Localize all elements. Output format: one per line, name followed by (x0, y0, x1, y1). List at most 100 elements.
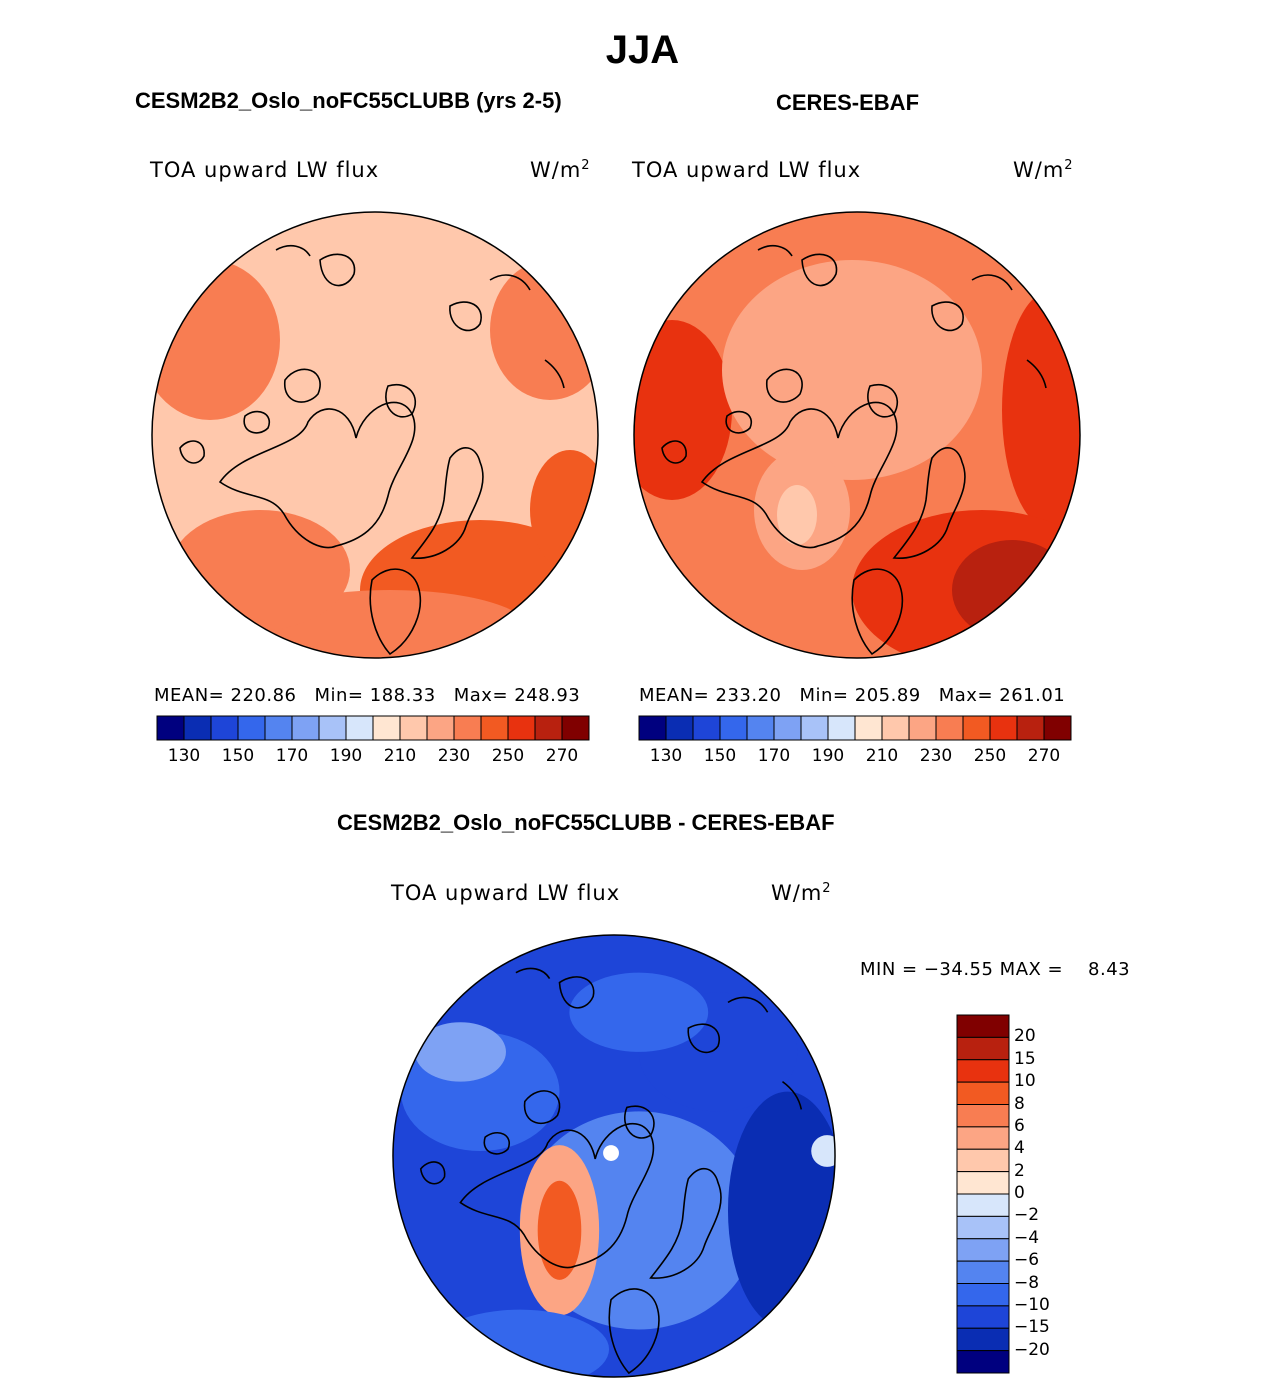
map3-region (414, 1022, 506, 1082)
colorbar-tick-label: −10 (1014, 1294, 1050, 1315)
colorbar-swatch (956, 1283, 1010, 1307)
colorbar-swatch (638, 715, 667, 741)
panel1-variable: TOA upward LW flux (150, 158, 380, 182)
map3-coastline (515, 967, 551, 980)
colorbar-tick-label: 20 (1014, 1026, 1036, 1047)
colorbar-swatch (956, 1215, 1010, 1240)
map3-coastline (419, 1161, 446, 1185)
panel1-heading: CESM2B2_Oslo_noFC55CLUBB (yrs 2-5) (135, 88, 562, 113)
map1-coastline (385, 383, 417, 418)
map2-outline (633, 211, 1081, 659)
map1-coastline (544, 359, 565, 389)
map1-region (490, 260, 598, 400)
panel3-heading: CESM2B2_Oslo_noFC55CLUBB - CERES-EBAF (337, 810, 835, 835)
panel3-colorbar (956, 1014, 1010, 1374)
map1-coastline (243, 410, 271, 434)
colorbar-tick-label: 190 (811, 746, 845, 766)
colorbar-swatch (956, 1327, 1010, 1352)
map3-coastline (558, 976, 595, 1009)
panel2-stats: MEAN= 233.20 Min= 205.89 Max= 261.01 (639, 685, 1066, 706)
colorbar-swatch (534, 715, 563, 741)
panel2-max: 261.01 (999, 685, 1066, 706)
colorbar-tick-label: 170 (275, 746, 309, 766)
panel3-map (392, 934, 836, 1378)
colorbar-tick-label: 10 (1014, 1071, 1036, 1092)
map2-region (634, 320, 732, 500)
colorbar-tick-label: 230 (919, 746, 953, 766)
colorbar-swatch (561, 715, 590, 741)
colorbar-tick-label: −15 (1014, 1317, 1050, 1338)
map2-coastline (766, 368, 803, 403)
map2-region (952, 540, 1072, 640)
map1-coastline (449, 301, 482, 332)
figure-title: JJA (605, 28, 680, 72)
colorbar-swatch (956, 1014, 1010, 1038)
map2-coastline (757, 244, 793, 257)
colorbar-swatch (318, 715, 347, 741)
map1-coastline (218, 401, 416, 549)
map3-coastline (727, 996, 769, 1013)
map3-coastline (523, 1090, 561, 1125)
panel1-max: 248.93 (514, 685, 581, 706)
colorbar-tick-label: −6 (1014, 1250, 1040, 1271)
colorbar-swatch (956, 1193, 1010, 1217)
colorbar-swatch (237, 715, 266, 741)
panel2-min: 205.89 (854, 685, 921, 706)
map2-coastline (1026, 359, 1047, 389)
map3-outline (392, 934, 836, 1378)
map1-outline (151, 211, 599, 659)
colorbar-swatch (854, 715, 883, 741)
map2-coastline (801, 253, 838, 287)
colorbar-tick-label: 250 (973, 746, 1007, 766)
map2-region (777, 485, 817, 545)
colorbar-swatch (746, 715, 775, 741)
map3-coastline (483, 1132, 510, 1155)
colorbar-swatch (291, 715, 320, 741)
colorbar-swatch (480, 715, 509, 741)
map2-coastline (892, 447, 966, 559)
colorbar-swatch (426, 715, 455, 741)
map1-coastline (319, 253, 356, 287)
panel3-variable: TOA upward LW flux (391, 881, 621, 905)
colorbar-swatch (827, 715, 856, 741)
panel1-map (151, 211, 599, 659)
colorbar-swatch (956, 1126, 1010, 1150)
colorbar-tick-label: −20 (1014, 1339, 1050, 1360)
map1-coastline (275, 244, 311, 257)
colorbar-tick-label: 190 (329, 746, 363, 766)
map3-coastline (608, 1288, 660, 1375)
colorbar-swatch (908, 715, 937, 741)
map1-coastline (179, 440, 205, 464)
panel3-units: W/m2 (771, 881, 832, 905)
colorbar-tick-label: 250 (491, 746, 525, 766)
panel1-min: 188.33 (369, 685, 436, 706)
colorbar-tick-label: 8 (1014, 1093, 1025, 1114)
map2-coastline (931, 301, 964, 332)
colorbar-swatch (345, 715, 374, 741)
map1-coastline (369, 568, 422, 656)
colorbar-tick-label: −8 (1014, 1272, 1040, 1293)
colorbar-swatch (956, 1036, 1010, 1061)
map1-region (488, 462, 532, 498)
colorbar-swatch (956, 1171, 1010, 1195)
panel3-minmax: MIN = −34.55 MAX = 8.43 (860, 959, 1131, 980)
map2-coastline (971, 274, 1013, 291)
map2-coastline (867, 383, 899, 418)
map2-coastline (725, 410, 753, 434)
colorbar-swatch (1043, 715, 1072, 741)
colorbar-tick-label: 210 (865, 746, 899, 766)
map3-coastline (649, 1168, 722, 1279)
map3-coastline (782, 1081, 803, 1110)
panel1-mean: 220.86 (230, 685, 297, 706)
colorbar-swatch (881, 715, 910, 741)
map1-region (530, 450, 598, 570)
colorbar-tick-label: 270 (1027, 746, 1061, 766)
colorbar-tick-label: 6 (1014, 1115, 1025, 1136)
colorbar-swatch (800, 715, 829, 741)
map2-region (722, 260, 982, 480)
panel1-stats: MEAN= 220.86 Min= 188.33 Max= 248.93 (154, 685, 581, 706)
panel1-colorbar (156, 715, 590, 741)
colorbar-tick-label: 230 (437, 746, 471, 766)
colorbar-tick-label: 150 (221, 746, 255, 766)
panel2-heading: CERES-EBAF (776, 90, 920, 115)
